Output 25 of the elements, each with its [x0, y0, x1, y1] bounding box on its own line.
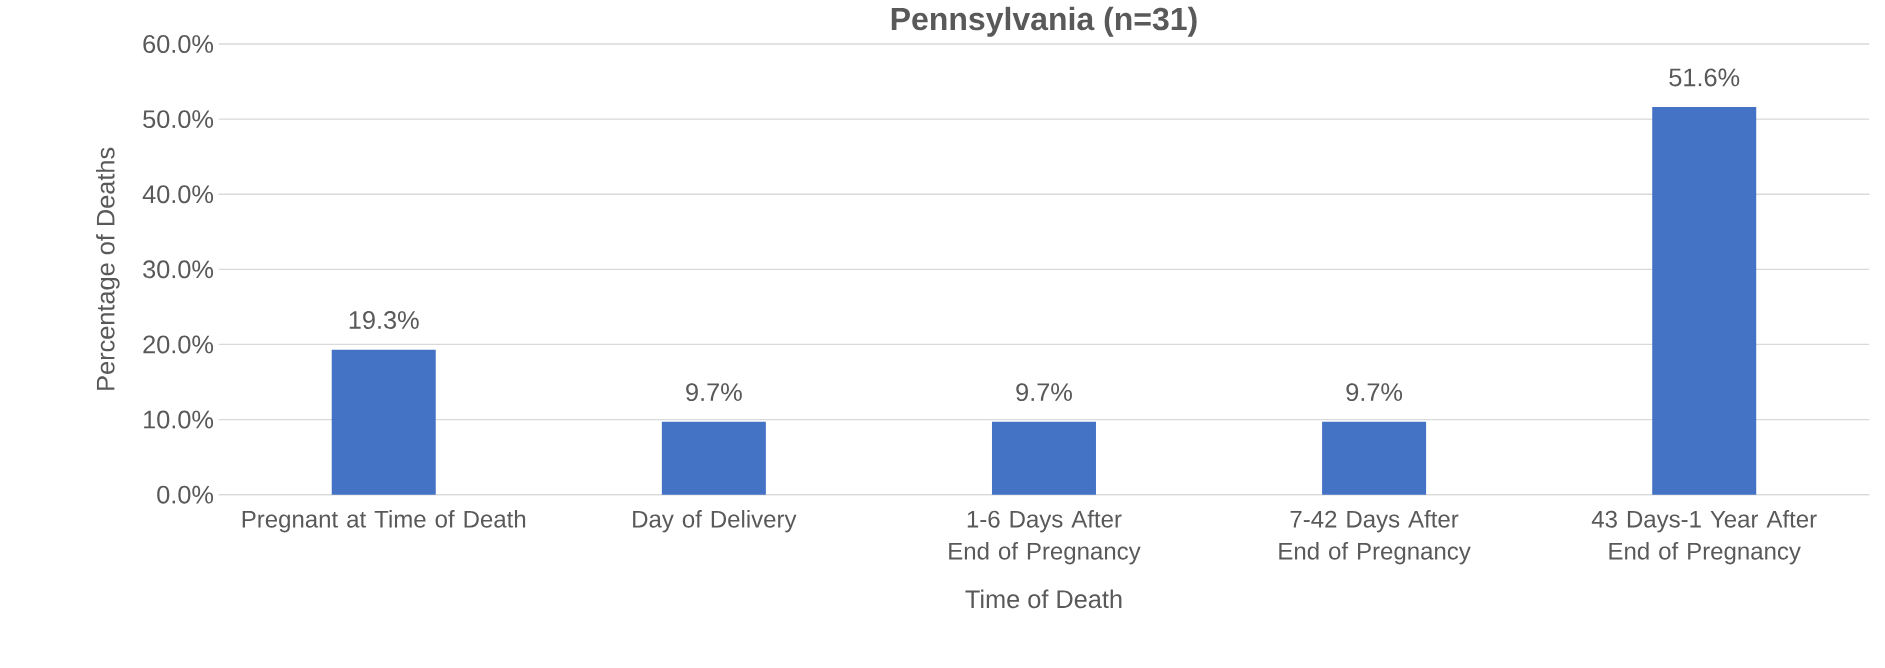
bar	[991, 421, 1096, 495]
y-tick-label: 40.0%	[142, 185, 214, 204]
x-tick-label: 1-6 Days After End of Pregnancy	[949, 510, 1141, 565]
x-tick-label: Day of Delivery	[633, 510, 797, 533]
y-tick-label: 50.0%	[143, 110, 214, 129]
x-tick-label: 7-42 Days After End of Pregnancy	[1279, 510, 1471, 565]
bar	[331, 349, 436, 495]
data-label: 9.7%	[686, 383, 742, 402]
chart-title: Pennsylvania (n=31)	[891, 6, 1197, 37]
y-tick-label: 0.0%	[157, 485, 214, 504]
y-tick-label: 20.0%	[143, 335, 214, 354]
bar	[1322, 421, 1427, 495]
x-tick-label: Pregnant at Time of Death	[242, 510, 526, 533]
data-label: 9.7%	[1016, 383, 1072, 402]
y-tick-label: 30.0%	[143, 260, 214, 279]
bar	[1652, 107, 1757, 495]
data-label: 51.6%	[1669, 68, 1740, 87]
x-tick-label: 43 Days-1 Year After End of Pregnancy	[1591, 510, 1817, 565]
x-axis-title: Time of Death	[965, 589, 1122, 609]
y-tick-label: 10.0%	[144, 410, 214, 429]
y-axis-title: Percentage of Deaths	[96, 147, 120, 390]
y-tick-label: 60.0%	[143, 35, 214, 53]
data-label: 19.3%	[349, 311, 419, 329]
bar	[661, 421, 766, 495]
data-label: 9.7%	[1346, 383, 1403, 402]
